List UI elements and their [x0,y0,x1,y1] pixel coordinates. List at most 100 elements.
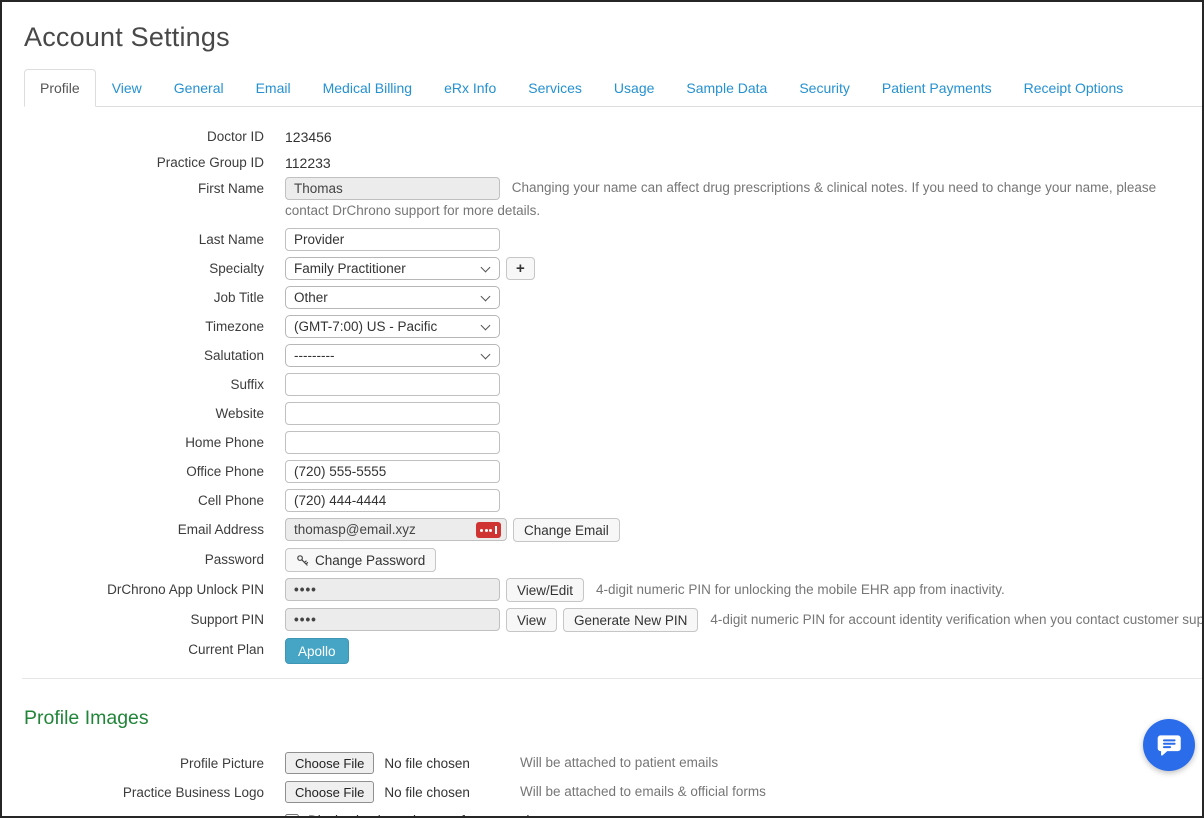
cell-phone-label: Cell Phone [197,493,264,508]
email-row: Email Address Change Email [24,518,1202,542]
website-input[interactable] [285,402,500,425]
chevron-down-icon [480,349,491,360]
cell-phone-row: Cell Phone [24,489,1202,512]
support-pin-help: 4-digit numeric PIN for account identity… [710,612,1204,627]
current-plan-row: Current Plan Apollo [24,638,1202,664]
tab-usage[interactable]: Usage [613,80,655,96]
chevron-down-icon [480,291,491,302]
profile-picture-file-status: No file chosen [384,755,470,771]
office-phone-input[interactable] [285,460,500,483]
view-support-pin-button[interactable]: View [506,608,558,632]
specialty-row: Specialty Family Practitioner + [24,257,1202,280]
specialty-select-value: Family Practitioner [294,261,406,276]
profile-picture-label: Profile Picture [179,756,264,771]
app-unlock-pin-input[interactable] [285,578,500,601]
lastpass-icon[interactable] [476,522,501,538]
office-phone-row: Office Phone [24,460,1202,483]
first-name-label: First Name [197,181,264,196]
job-title-select[interactable]: Other [285,286,500,309]
timezone-select-value: (GMT-7:00) US - Pacific [294,319,438,334]
chevron-down-icon [480,262,491,273]
section-divider [22,678,1202,679]
tab-view[interactable]: View [111,80,142,96]
tab-email[interactable]: Email [255,80,291,96]
tab-general[interactable]: General [173,80,224,96]
first-name-input[interactable] [285,177,500,200]
tab-services[interactable]: Services [528,80,582,96]
doctor-id-label: Doctor ID [206,129,264,144]
cell-phone-input[interactable] [285,489,500,512]
job-title-select-value: Other [294,290,328,305]
doctor-id-row: Doctor ID 123456 [24,125,1202,145]
practice-group-id-value: 112233 [285,155,331,171]
fax-logo-checkbox[interactable] [285,814,299,816]
change-email-button[interactable]: Change Email [513,518,620,542]
specialty-select[interactable]: Family Practitioner [285,257,500,280]
settings-tab-bar: Profile View General Email Medical Billi… [24,69,1202,107]
view-edit-pin-button[interactable]: View/Edit [506,578,585,602]
last-name-row: Last Name [24,228,1202,251]
tab-security[interactable]: Security [799,80,850,96]
profile-picture-help: Will be attached to patient emails [520,755,719,770]
fax-logo-label: Display logo on faxes [24,810,264,816]
page-title: Account Settings [24,22,230,52]
app-unlock-pin-help: 4-digit numeric PIN for unlocking the mo… [596,582,1005,597]
salutation-row: Salutation --------- [24,344,1202,367]
tab-erx-info[interactable]: eRx Info [444,80,497,96]
practice-group-id-row: Practice Group ID 112233 [24,151,1202,171]
home-phone-label: Home Phone [185,435,264,450]
email-input[interactable] [285,518,507,541]
salutation-label: Salutation [203,348,264,363]
tab-patient-payments[interactable]: Patient Payments [881,80,992,96]
first-name-help: Changing your name can affect drug presc… [285,180,1157,218]
generate-new-pin-button[interactable]: Generate New PIN [563,608,699,632]
suffix-input[interactable] [285,373,500,396]
first-name-row: First Name Changing your name can affect… [24,177,1202,222]
last-name-label: Last Name [198,232,264,247]
support-pin-label: Support PIN [190,612,264,627]
change-password-label: Change Password [315,552,426,568]
app-unlock-pin-row: DrChrono App Unlock PIN View/Edit 4-digi… [24,578,1202,602]
chat-bubble-icon [1157,734,1181,756]
tab-sample-data[interactable]: Sample Data [686,80,768,96]
support-pin-input[interactable] [285,608,500,631]
business-logo-file-status: No file chosen [384,784,470,800]
current-plan-button[interactable]: Apollo [285,638,349,664]
business-logo-choose-file-button[interactable]: Choose File [285,781,375,803]
tab-receipt-options[interactable]: Receipt Options [1023,80,1124,96]
home-phone-input[interactable] [285,431,500,454]
profile-images-section: Profile Picture Choose File No file chos… [24,752,1202,816]
change-password-button[interactable]: Change Password [285,548,437,572]
fax-logo-row: Display logo on faxes Display business l… [24,810,1202,816]
profile-picture-row: Profile Picture Choose File No file chos… [24,752,1202,774]
fax-logo-checkbox-label: Display business logo on fax cover sheet [308,810,553,816]
business-logo-row: Practice Business Logo Choose File No fi… [24,781,1202,803]
password-row: Password Change Password [24,548,1202,572]
last-name-input[interactable] [285,228,500,251]
profile-picture-choose-file-button[interactable]: Choose File [285,752,375,774]
support-pin-row: Support PIN View Generate New PIN 4-digi… [24,608,1202,632]
job-title-label: Job Title [213,290,264,305]
chat-launcher-button[interactable] [1143,719,1195,771]
home-phone-row: Home Phone [24,431,1202,454]
key-icon [297,554,309,566]
timezone-select[interactable]: (GMT-7:00) US - Pacific [285,315,500,338]
tab-medical-billing[interactable]: Medical Billing [322,80,413,96]
timezone-row: Timezone (GMT-7:00) US - Pacific [24,315,1202,338]
app-unlock-pin-label: DrChrono App Unlock PIN [107,582,264,597]
business-logo-help: Will be attached to emails & official fo… [520,784,766,799]
business-logo-label: Practice Business Logo [122,785,264,800]
practice-group-id-label: Practice Group ID [156,155,264,170]
office-phone-label: Office Phone [186,464,264,479]
suffix-row: Suffix [24,373,1202,396]
suffix-label: Suffix [230,377,264,392]
salutation-select[interactable]: --------- [285,344,500,367]
doctor-id-value: 123456 [285,129,332,145]
timezone-label: Timezone [205,319,264,334]
current-plan-label: Current Plan [188,642,264,657]
profile-images-heading: Profile Images [24,707,149,729]
add-specialty-button[interactable]: + [506,257,535,280]
email-label: Email Address [177,522,264,537]
tab-profile[interactable]: Profile [24,69,96,107]
